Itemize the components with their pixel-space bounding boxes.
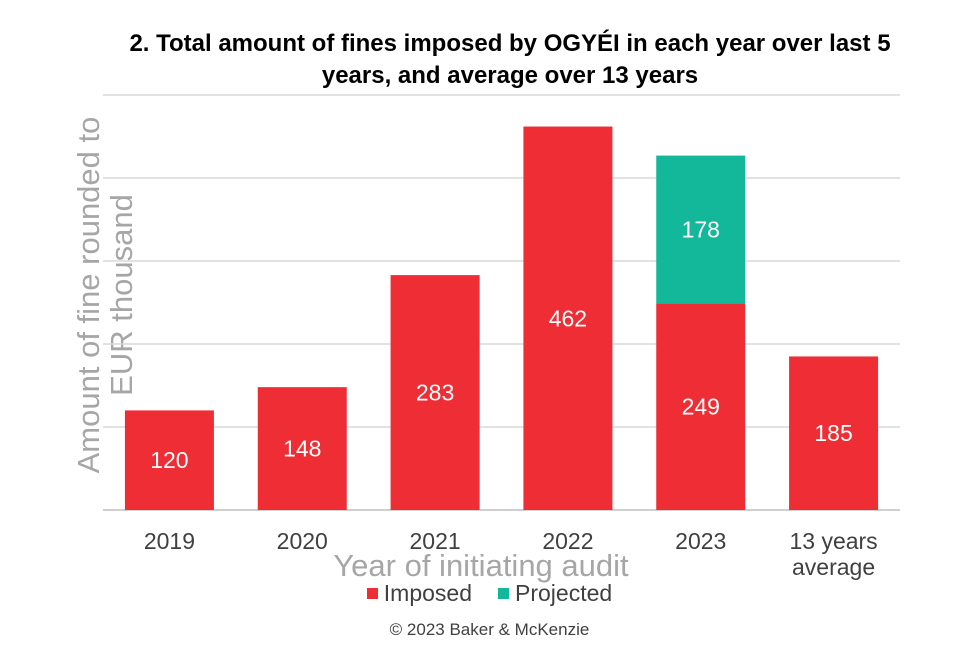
chart-title: 2. Total amount of fines imposed by OGYÉ… — [129, 30, 891, 89]
data-label: 283 — [416, 380, 454, 406]
legend-label-imposed: Imposed — [383, 580, 473, 606]
data-label: 120 — [150, 447, 188, 473]
data-label: 185 — [814, 420, 852, 446]
bar-imposed-5 — [789, 356, 879, 510]
legend-swatch-imposed — [366, 587, 378, 599]
legend: Imposed Projected — [0, 580, 979, 606]
bar-imposed-3 — [523, 126, 613, 510]
bar-imposed-1 — [257, 387, 347, 510]
legend-label-projected: Projected — [515, 580, 613, 606]
data-label: 249 — [682, 394, 720, 420]
legend-swatch-projected — [498, 587, 510, 599]
legend-item-projected: Projected — [498, 580, 612, 606]
copyright-notice: © 2023 Baker & McKenzie — [389, 620, 590, 639]
data-label: 148 — [283, 436, 321, 462]
x-tick-label: 2021 — [409, 528, 460, 554]
x-tick-label: 2020 — [277, 528, 328, 554]
bar-chart: 120 2019 148 2020 283 2021 462 2022 249 178 2023 18… — [103, 94, 900, 583]
x-tick-label: 2023 — [675, 528, 726, 554]
data-label: 178 — [682, 216, 720, 242]
data-label: 462 — [549, 305, 587, 331]
x-axis-label: Year of initiating audit — [333, 548, 629, 583]
legend-item-imposed: Imposed — [366, 580, 473, 606]
x-tick-label: 13 years average — [789, 528, 877, 580]
bar-imposed-0 — [124, 410, 214, 510]
bar-projected-4 — [656, 155, 746, 304]
x-tick-label: 2022 — [542, 528, 593, 554]
bar-imposed-4 — [656, 303, 746, 510]
bar-imposed-2 — [390, 275, 480, 510]
x-tick-label: 2019 — [144, 528, 195, 554]
